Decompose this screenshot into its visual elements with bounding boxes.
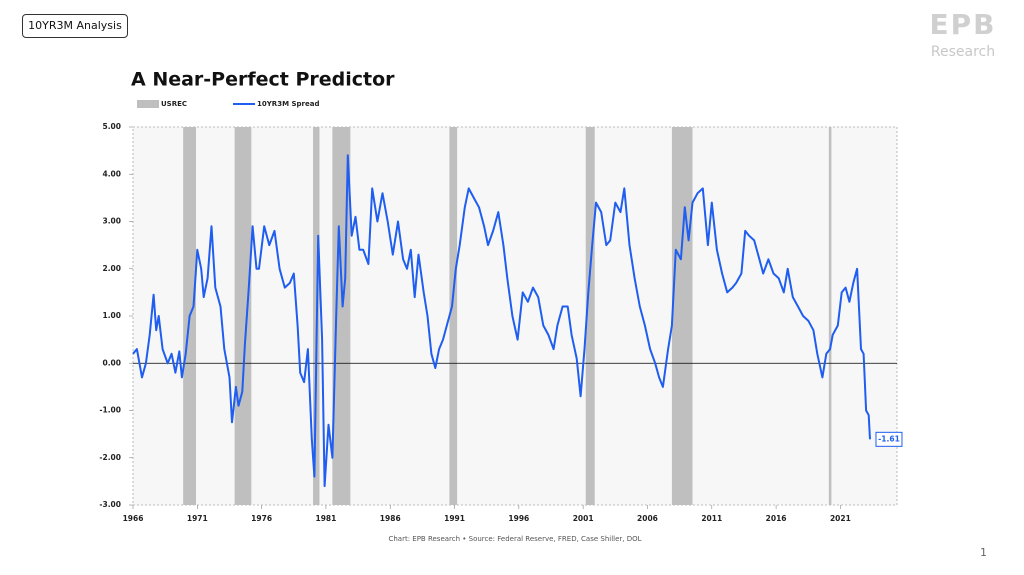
source-note: Chart: EPB Research • Source: Federal Re… xyxy=(388,535,641,543)
recession-band xyxy=(585,127,595,505)
x-tick-label: 2021 xyxy=(830,514,851,523)
y-tick-label: 0.00 xyxy=(102,358,121,367)
x-tick-label: 1996 xyxy=(508,514,529,523)
x-tick-label: 2001 xyxy=(573,514,594,523)
y-tick-label: 1.00 xyxy=(102,311,121,320)
recession-band xyxy=(449,127,458,505)
legend-label: 10YR3M Spread xyxy=(257,100,319,108)
x-tick-label: 1966 xyxy=(123,514,144,523)
x-tick-label: 1991 xyxy=(444,514,465,523)
y-tick-label: -1.00 xyxy=(99,406,121,415)
x-tick-label: 1976 xyxy=(251,514,272,523)
x-tick-label: 1986 xyxy=(380,514,401,523)
plot-area xyxy=(132,126,898,506)
y-tick-label: -2.00 xyxy=(99,453,121,462)
y-tick-label: 5.00 xyxy=(102,122,121,131)
logo-sub: Research xyxy=(930,44,996,60)
chart-title: A Near-Perfect Predictor xyxy=(131,69,395,91)
y-tick-label: 4.00 xyxy=(102,169,121,178)
end-label-box xyxy=(875,431,903,447)
spread-line xyxy=(132,154,871,488)
legend-label: USREC xyxy=(161,100,187,108)
end-label: -1.61 xyxy=(878,434,900,443)
y-tick-label: -3.00 xyxy=(99,500,121,509)
x-tick-label: 2006 xyxy=(637,514,658,523)
recession-band xyxy=(671,127,693,505)
x-tick-label: 1971 xyxy=(187,514,208,523)
x-tick-label: 1981 xyxy=(315,514,336,523)
x-tick-label: 2016 xyxy=(766,514,787,523)
y-tick-label: 2.00 xyxy=(102,264,121,273)
logo: EPB xyxy=(929,8,997,41)
x-tick-label: 2011 xyxy=(701,514,722,523)
recession-band xyxy=(828,127,832,505)
recession-band xyxy=(234,127,252,505)
y-tick-label: 3.00 xyxy=(102,217,121,226)
legend-swatch xyxy=(137,100,159,108)
page-number: 1 xyxy=(980,546,987,559)
tag: 10YR3M Analysis xyxy=(22,14,128,38)
